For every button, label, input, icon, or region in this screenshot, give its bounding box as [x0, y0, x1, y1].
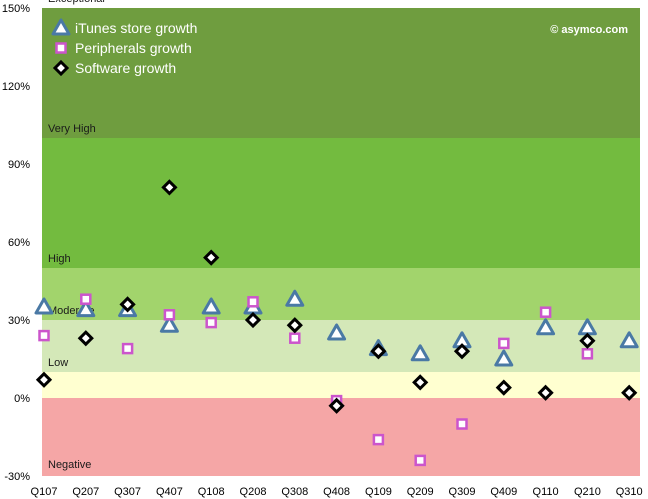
- legend-label: Peripherals growth: [75, 40, 192, 56]
- data-point: [285, 289, 305, 307]
- band-label: Exceptional: [48, 0, 105, 5]
- x-tick-label: Q108: [198, 486, 225, 498]
- data-point: [372, 433, 385, 446]
- series-diamond: [35, 179, 638, 414]
- data-point: [581, 348, 594, 360]
- series-square: [38, 293, 594, 467]
- data-point: [201, 297, 221, 315]
- data-point: [35, 371, 53, 388]
- y-tick-label: 90%: [8, 159, 30, 171]
- x-tick-label: Q307: [114, 486, 141, 498]
- growth-bands: [42, 8, 640, 476]
- legend-label: iTunes store growth: [75, 20, 197, 36]
- legend-marker: [51, 18, 71, 36]
- data-point: [244, 311, 262, 329]
- data-point: [247, 296, 259, 308]
- data-point: [328, 397, 345, 414]
- data-point: [414, 454, 426, 467]
- band-exceptional: [42, 8, 640, 138]
- x-tick-label: Q209: [407, 486, 434, 498]
- legend-item: iTunes store growth: [51, 18, 197, 36]
- legend-item: Software growth: [52, 59, 176, 77]
- y-axis: -30% 0% 30% 60% 90% 120% 150%: [2, 3, 30, 483]
- band-negative: [42, 398, 640, 476]
- band-label: Low: [48, 357, 68, 369]
- legend-label: Software growth: [75, 60, 176, 76]
- data-point: [412, 374, 429, 391]
- data-point: [537, 384, 554, 401]
- data-point: [536, 318, 556, 336]
- data-point: [410, 344, 430, 362]
- credit-text: © asymco.com: [550, 24, 628, 36]
- data-point: [453, 343, 471, 360]
- x-tick-label: Q408: [323, 486, 350, 498]
- data-point: [494, 349, 514, 367]
- x-tick-label: Q210: [574, 486, 601, 498]
- data-point: [34, 297, 54, 315]
- x-tick-label: Q110: [533, 486, 559, 498]
- data-point: [76, 300, 96, 318]
- x-tick-label: Q407: [156, 486, 183, 498]
- x-tick-label: Q107: [31, 486, 58, 498]
- x-axis: Q107 Q207 Q307 Q407 Q108 Q208 Q308 Q408 Q109 Q209…: [31, 486, 643, 498]
- band-label: Negative: [48, 459, 91, 471]
- data-point: [456, 418, 468, 430]
- data-point: [539, 306, 552, 318]
- data-point: [163, 309, 176, 321]
- data-point: [121, 342, 134, 355]
- y-tick-label: 150%: [2, 3, 30, 15]
- data-point: [621, 384, 638, 401]
- x-tick-label: Q308: [281, 486, 308, 498]
- x-tick-label: Q409: [490, 486, 517, 498]
- data-point: [205, 316, 217, 329]
- data-point: [289, 332, 301, 344]
- data-point: [77, 330, 94, 347]
- data-point: [286, 317, 303, 334]
- x-tick-label: Q207: [72, 486, 99, 498]
- data-point: [370, 343, 387, 360]
- data-point: [579, 332, 596, 349]
- x-tick-label: Q310: [616, 486, 643, 498]
- x-tick-label: Q309: [449, 486, 476, 498]
- y-tick-label: -30%: [4, 471, 30, 483]
- data-point: [161, 179, 178, 196]
- band-label: Very High: [48, 123, 96, 135]
- y-tick-label: 0%: [14, 393, 30, 405]
- data-point: [38, 329, 50, 342]
- legend-marker: [52, 59, 70, 77]
- data-point: [159, 315, 179, 333]
- legend: iTunes store growth Peripherals growth Sof…: [51, 18, 197, 77]
- data-point: [119, 296, 136, 313]
- data-point: [203, 249, 220, 266]
- data-point: [495, 379, 512, 396]
- band-label: High: [48, 253, 71, 265]
- y-tick-label: 60%: [8, 237, 30, 249]
- data-point: [327, 323, 347, 341]
- data-point: [498, 337, 510, 350]
- data-point: [80, 293, 92, 305]
- data-point: [619, 331, 639, 349]
- y-tick-label: 120%: [2, 81, 30, 93]
- legend-marker: [55, 42, 67, 54]
- band-very-high: [42, 138, 640, 268]
- x-tick-label: Q208: [240, 486, 267, 498]
- legend-item: Peripherals growth: [55, 40, 192, 56]
- data-points: [34, 179, 639, 467]
- x-tick-label: Q109: [365, 486, 392, 498]
- y-tick-label: 30%: [8, 315, 30, 327]
